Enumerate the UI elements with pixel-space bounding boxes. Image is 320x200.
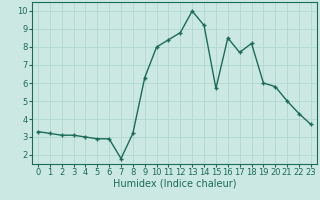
- X-axis label: Humidex (Indice chaleur): Humidex (Indice chaleur): [113, 179, 236, 189]
